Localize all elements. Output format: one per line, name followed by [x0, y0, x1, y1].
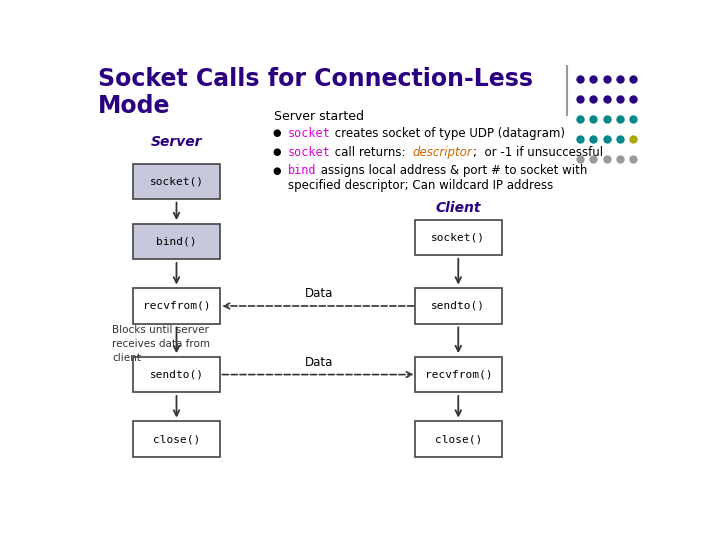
Text: socket(): socket() — [150, 176, 204, 186]
Text: assigns local address & port # to socket with: assigns local address & port # to socket… — [317, 164, 587, 177]
Text: creates socket of type UDP (datagram): creates socket of type UDP (datagram) — [330, 127, 564, 140]
Text: Mode: Mode — [99, 94, 171, 118]
Text: descriptor: descriptor — [413, 146, 472, 159]
Text: ●: ● — [273, 129, 282, 138]
Text: socket: socket — [288, 146, 331, 159]
FancyBboxPatch shape — [415, 220, 502, 255]
Text: socket: socket — [288, 127, 331, 140]
Text: Server started: Server started — [274, 110, 364, 123]
Text: call returns:: call returns: — [330, 146, 413, 159]
FancyBboxPatch shape — [133, 288, 220, 323]
FancyBboxPatch shape — [133, 421, 220, 457]
FancyBboxPatch shape — [133, 224, 220, 259]
Text: recvfrom(): recvfrom() — [425, 369, 492, 380]
Text: Data: Data — [305, 356, 333, 369]
Text: specified descriptor; Can wildcard IP address: specified descriptor; Can wildcard IP ad… — [288, 179, 554, 192]
Text: Socket Calls for Connection-Less: Socket Calls for Connection-Less — [99, 67, 534, 91]
Text: Client: Client — [436, 201, 481, 215]
Text: ●: ● — [273, 166, 282, 176]
Text: bind: bind — [288, 164, 317, 177]
Text: recvfrom(): recvfrom() — [143, 301, 210, 311]
Text: Server: Server — [150, 134, 202, 149]
FancyBboxPatch shape — [133, 357, 220, 392]
Text: Data: Data — [305, 287, 333, 300]
FancyBboxPatch shape — [133, 164, 220, 199]
FancyBboxPatch shape — [415, 288, 502, 323]
FancyBboxPatch shape — [415, 421, 502, 457]
FancyBboxPatch shape — [415, 357, 502, 392]
Text: ●: ● — [273, 147, 282, 157]
Text: sendto(): sendto() — [150, 369, 204, 380]
Text: close(): close() — [153, 434, 200, 444]
Text: sendto(): sendto() — [431, 301, 485, 311]
Text: ;  or -1 if unsuccessful: ; or -1 if unsuccessful — [472, 146, 603, 159]
Text: Blocks until server
receives data from
client: Blocks until server receives data from c… — [112, 325, 210, 363]
Text: close(): close() — [435, 434, 482, 444]
Text: bind(): bind() — [156, 237, 197, 247]
Text: socket(): socket() — [431, 232, 485, 242]
